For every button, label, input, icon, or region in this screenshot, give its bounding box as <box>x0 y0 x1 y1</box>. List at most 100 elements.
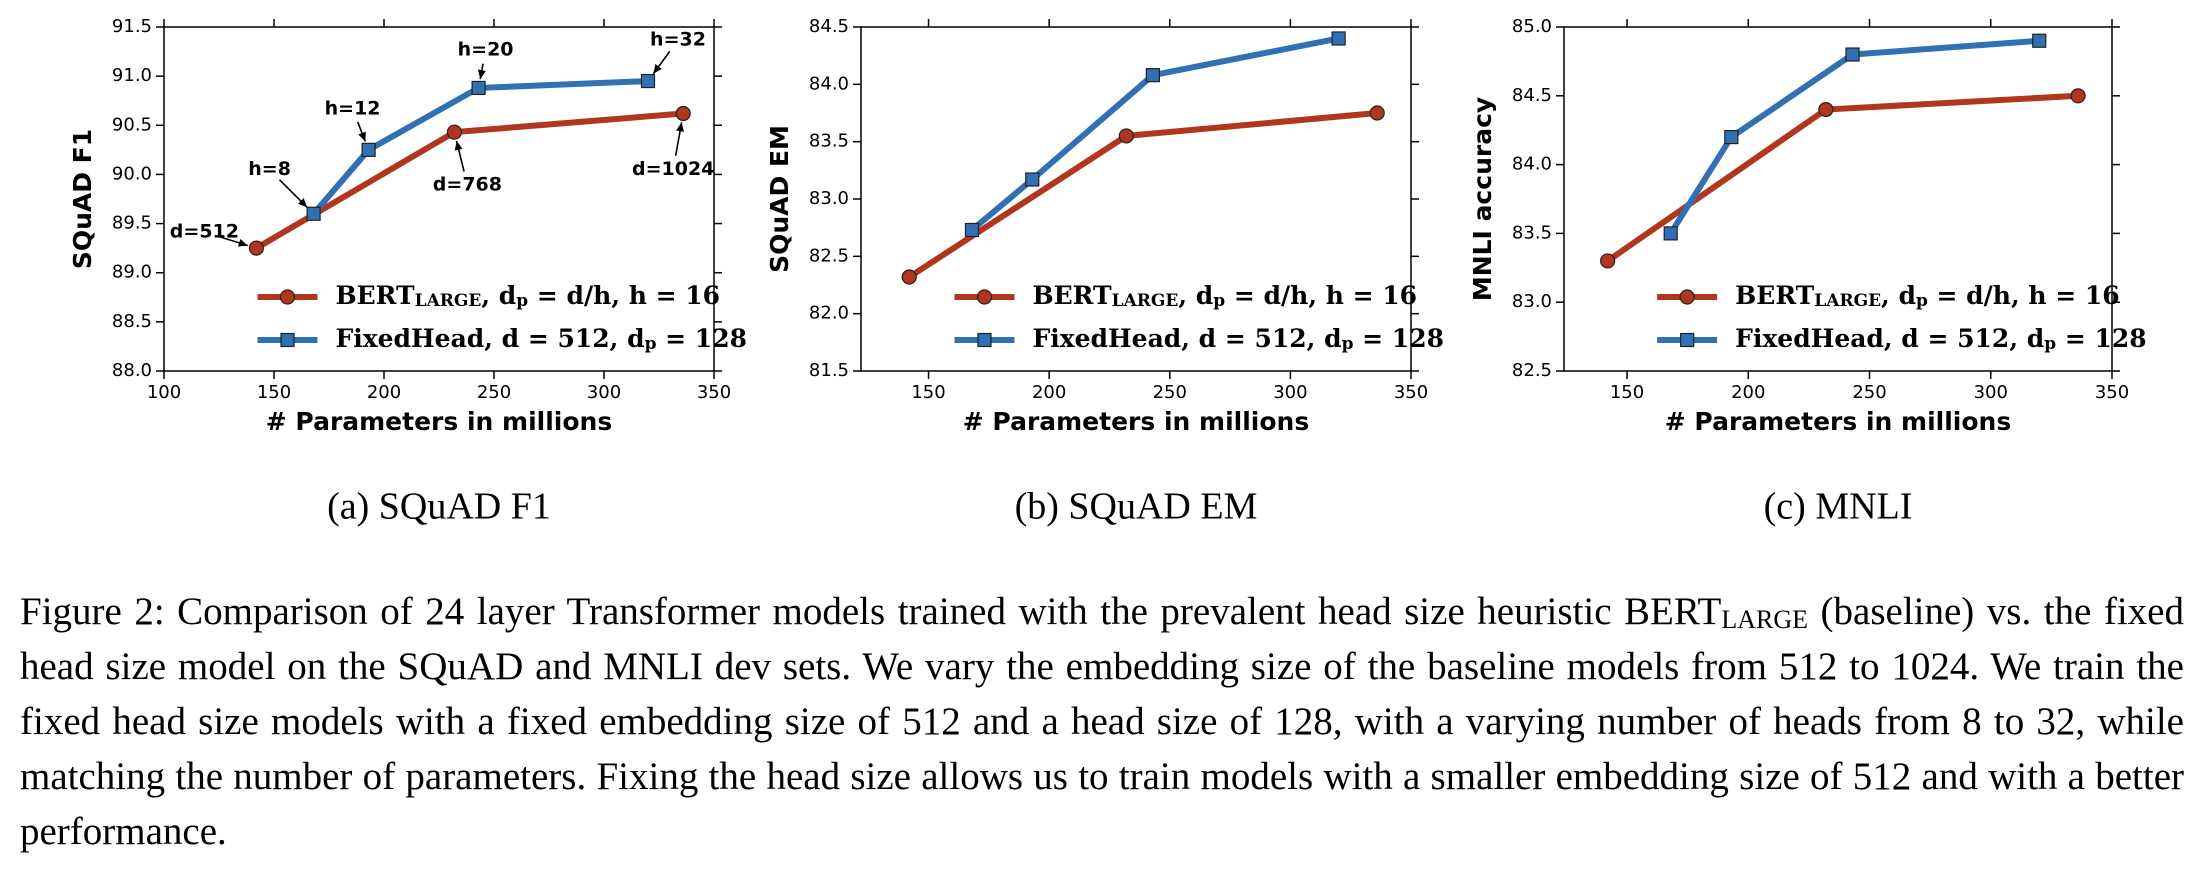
legend-text: p <box>1342 334 1354 354</box>
y-tick-label: 91.0 <box>112 65 152 86</box>
x-tick-label: 200 <box>1731 382 1765 403</box>
series-line <box>311 78 649 216</box>
annotation-arrowhead <box>676 122 684 132</box>
legend-text: = d/h, h = 16 <box>1928 281 2120 310</box>
series-line <box>1668 37 2040 235</box>
y-tick-label: 84.0 <box>1512 154 1552 175</box>
legend-text: BERT <box>336 281 416 310</box>
x-tick-label: 150 <box>911 382 945 403</box>
data-point <box>361 142 376 157</box>
legend-label: BERTLARGE, dp = d/h, h = 16 <box>1735 281 2120 311</box>
y-tick-label: 83.5 <box>809 131 849 152</box>
annotation-arrowhead <box>238 239 248 247</box>
data-point <box>1663 226 1678 241</box>
legend-text: BERT <box>1033 281 1113 310</box>
annotation: d=1024 <box>632 158 714 180</box>
legend-text: LARGE <box>1814 291 1881 311</box>
y-tick-label: 81.5 <box>809 360 849 381</box>
data-point <box>640 73 656 89</box>
annotation: d=768 <box>433 174 502 196</box>
data-point <box>901 269 917 285</box>
data-point <box>1845 47 1860 62</box>
x-tick-label: 300 <box>1974 382 2008 403</box>
legend-text: = 128 <box>656 324 747 353</box>
legend-text: FixedHead, d = 512, d <box>1033 324 1342 353</box>
subcaption: (a) SQuAD F1 <box>327 486 551 528</box>
annotation-arrowhead <box>358 131 366 142</box>
legend-marker <box>1680 332 1695 348</box>
caption-subscript: LARGE <box>1721 605 1809 634</box>
annotation-arrowhead <box>454 140 463 151</box>
data-point <box>306 206 321 221</box>
data-point <box>1118 128 1134 144</box>
x-tick-label: 350 <box>1394 382 1428 403</box>
charts: 88.0 88.5 89.0 89.5 90.0 90.5 91.0 91.5 100 150 20… <box>68 16 2147 528</box>
data-point <box>1145 68 1160 83</box>
y-tick-label: 90.5 <box>112 114 152 135</box>
legend-text: LARGE <box>415 291 482 311</box>
legend-text: p <box>645 334 657 354</box>
annotation: h=12 <box>325 97 381 119</box>
legend-text: = 128 <box>1353 324 1444 353</box>
data-point <box>2032 33 2047 48</box>
data-point <box>964 222 980 238</box>
legend-text: p <box>1916 291 1928 311</box>
x-tick-label: 100 <box>147 382 181 403</box>
annotation-arrowhead <box>653 64 662 74</box>
annotation: h=32 <box>650 29 706 51</box>
x-tick-label: 350 <box>697 382 731 403</box>
data-point <box>1369 105 1385 121</box>
series-line <box>970 35 1340 233</box>
y-tick-label: 90.0 <box>112 163 152 184</box>
legend-marker <box>977 332 992 348</box>
data-point <box>675 105 691 122</box>
x-tick-label: 300 <box>587 382 621 403</box>
x-tick-label: 250 <box>477 382 511 403</box>
legend-text: p <box>2044 334 2056 354</box>
plot-frame <box>860 26 1412 372</box>
data-point <box>1025 172 1040 187</box>
legend-text: , d <box>1178 281 1213 310</box>
x-axis-label: # Parameters in millions <box>963 407 1309 436</box>
series-line <box>907 110 1378 280</box>
legend-label: FixedHead, d = 512, dp = 128 <box>336 324 748 354</box>
y-axis-label: SQuAD EM <box>765 125 794 273</box>
legend-label: BERTLARGE, dp = d/h, h = 16 <box>336 281 721 311</box>
y-tick-label: 82.0 <box>809 303 849 324</box>
annotation: h=20 <box>458 38 514 60</box>
plot-frame <box>163 26 715 372</box>
y-tick-label: 83.0 <box>1512 291 1552 312</box>
caption-text: (baseline) vs. the fixed head size model… <box>20 590 2184 853</box>
subcaption: (c) MNLI <box>1764 486 1913 528</box>
annotation: d=512 <box>170 221 239 243</box>
legend-text: , d <box>481 281 516 310</box>
legend-label: BERTLARGE, dp = d/h, h = 16 <box>1033 281 1418 311</box>
legend-text: FixedHead, d = 512, d <box>1735 324 2044 353</box>
y-tick-label: 88.0 <box>112 360 152 381</box>
annotation-arrowhead <box>477 69 486 80</box>
x-tick-label: 350 <box>2095 382 2129 403</box>
data-point <box>471 80 486 96</box>
y-tick-label: 85.0 <box>1512 16 1552 37</box>
y-tick-label: 91.5 <box>112 16 152 37</box>
legend-marker <box>1679 289 1695 305</box>
legend-label: FixedHead, d = 512, dp = 128 <box>1735 324 2147 354</box>
legend-label: FixedHead, d = 512, dp = 128 <box>1033 324 1445 354</box>
legend-marker <box>280 332 295 348</box>
legend-text: p <box>1213 291 1225 311</box>
y-tick-label: 83.0 <box>809 188 849 209</box>
legend-text: FixedHead, d = 512, d <box>336 324 645 353</box>
legend-text: , d <box>1881 281 1916 310</box>
series-line <box>1605 92 2079 264</box>
y-tick-label: 84.5 <box>809 16 849 37</box>
figure-caption: Figure 2: Comparison of 24 layer Transfo… <box>20 584 2184 859</box>
caption-text: Figure 2: Comparison of 24 layer Transfo… <box>20 590 1722 633</box>
legend-text: p <box>516 291 528 311</box>
annotation: h=8 <box>248 158 291 180</box>
data-point <box>1600 253 1616 269</box>
data-point <box>1818 101 1834 118</box>
legend-marker <box>976 289 993 305</box>
x-tick-label: 250 <box>1153 382 1187 403</box>
x-tick-label: 300 <box>1273 382 1307 403</box>
